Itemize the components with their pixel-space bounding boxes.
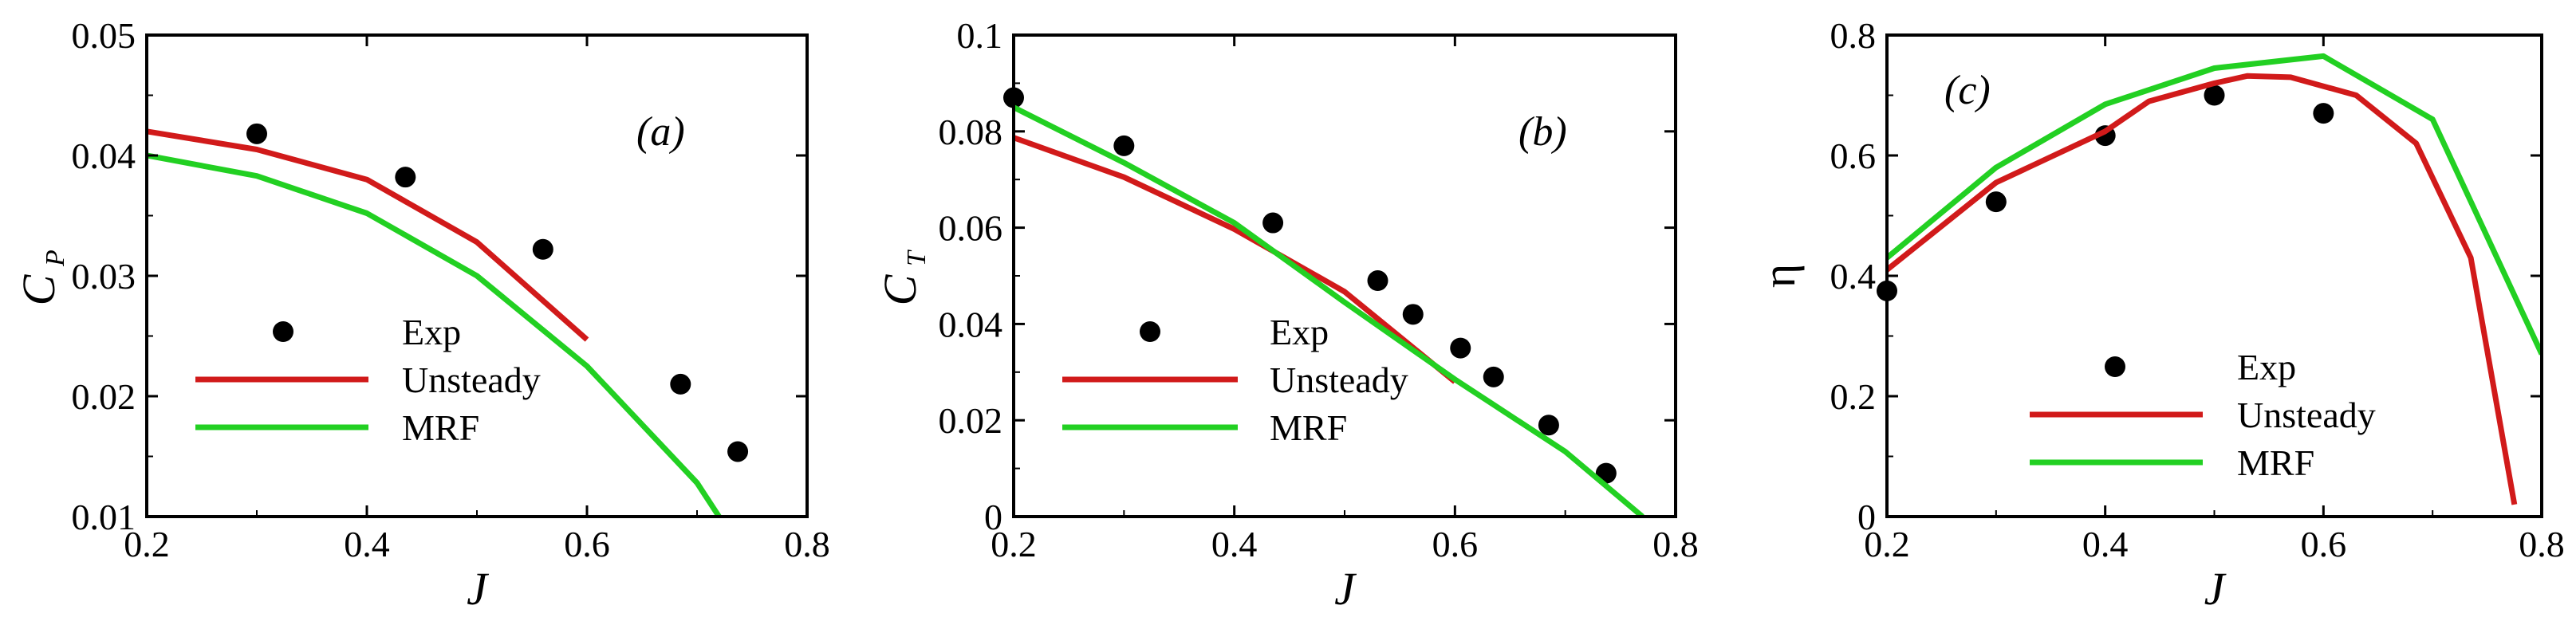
- legend-exp-marker: [273, 321, 293, 342]
- y-tick-label: 0.02: [72, 376, 136, 417]
- y-tick-label: 0.04: [939, 304, 1003, 344]
- y-axis-title-main: η: [1753, 264, 1805, 288]
- y-tick-label: 0.6: [1830, 136, 1877, 176]
- x-tick-label: 0.6: [564, 524, 610, 564]
- panel-label: (c): [1944, 68, 1991, 113]
- data-point-exp: [1483, 366, 1504, 387]
- x-tick-label: 0.8: [1652, 524, 1699, 564]
- legend: Exp Unsteady MRF: [2030, 347, 2376, 483]
- series-line-unsteady: [1887, 73, 2518, 505]
- series-line-mrf: [147, 152, 722, 517]
- x-tick-label: 0.4: [2082, 524, 2129, 564]
- legend-unsteady-label: Unsteady: [1270, 360, 1408, 400]
- x-axis-title: J: [2204, 563, 2227, 615]
- y-tick-label: 0.02: [939, 400, 1003, 441]
- y-tick-label: 0.2: [1830, 376, 1877, 417]
- x-tick-label: 0.6: [2301, 524, 2347, 564]
- legend: Exp Unsteady MRF: [195, 312, 541, 448]
- data-point-exp: [2204, 85, 2225, 106]
- y-tick-label: 0.08: [939, 112, 1003, 152]
- legend-unsteady-label: Unsteady: [2237, 395, 2376, 435]
- chart-panel-2: 0.2 0.4 0.6 0.8 0 0.02 0.04 0.06 0.08 0.1 J CT (b) Ex…: [874, 15, 1699, 615]
- y-tick-label: 0.06: [939, 208, 1003, 249]
- data-point-exp: [670, 373, 691, 395]
- y-axis-title-main: C: [13, 273, 65, 305]
- y-tick-label: 0.8: [1830, 15, 1877, 56]
- legend-mrf-label: MRF: [402, 407, 479, 448]
- legend-unsteady-label: Unsteady: [402, 360, 541, 400]
- y-tick-label: 0.04: [72, 136, 136, 176]
- y-axis-title: CT: [874, 250, 932, 305]
- legend: Exp Unsteady MRF: [1062, 312, 1408, 448]
- y-axis-title: CP: [13, 250, 70, 305]
- y-tick-label: 0.05: [72, 15, 136, 56]
- data-point-exp: [532, 238, 553, 260]
- legend-exp-label: Exp: [1270, 312, 1329, 352]
- data-point-exp: [1402, 304, 1424, 325]
- y-tick-label: 0.4: [1830, 256, 1877, 297]
- series-line-mrf: [1014, 104, 1644, 517]
- x-tick-label: 0.2: [124, 524, 170, 564]
- panel-label: (a): [636, 109, 685, 155]
- x-tick-label: 0.2: [1864, 524, 1910, 564]
- legend-exp-label: Exp: [2237, 347, 2296, 387]
- y-tick-label: 0.01: [72, 497, 136, 537]
- x-tick-label: 0.6: [1432, 524, 1479, 564]
- x-tick-label: 0.8: [2519, 524, 2565, 564]
- data-point-exp: [1113, 135, 1135, 156]
- data-point-exp: [727, 441, 749, 462]
- legend-mrf-label: MRF: [2237, 442, 2314, 483]
- x-tick-label: 0.4: [344, 524, 390, 564]
- y-tick-label: 0.1: [957, 15, 1003, 56]
- y-tick-label: 0: [1857, 497, 1876, 537]
- y-tick-label: 0.03: [72, 256, 136, 297]
- legend-exp-label: Exp: [402, 312, 461, 352]
- data-point-exp: [1538, 415, 1559, 436]
- x-axis-title: J: [467, 563, 490, 615]
- data-point-exp: [246, 123, 267, 144]
- legend-exp-marker: [2105, 356, 2125, 377]
- x-tick-label: 0.2: [991, 524, 1037, 564]
- y-axis-title-main: C: [874, 273, 926, 305]
- y-tick-label: 0: [984, 497, 1002, 537]
- series-line-unsteady: [1014, 135, 1457, 384]
- y-axis-title: η: [1753, 264, 1805, 288]
- data-point-exp: [1367, 270, 1388, 292]
- x-axis-title: J: [1334, 563, 1357, 615]
- chart-panel-1: 0.2 0.4 0.6 0.8 0.01 0.02 0.03 0.04 0.05 J CP (a) Ex…: [13, 15, 830, 615]
- series-line-mrf: [1887, 53, 2542, 356]
- data-point-exp: [2313, 103, 2334, 124]
- data-point-exp: [1262, 212, 1284, 234]
- panel-label: (b): [1518, 109, 1567, 155]
- y-axis-title-subscript: T: [902, 250, 932, 266]
- legend-exp-marker: [1140, 321, 1160, 342]
- series-line-unsteady: [147, 128, 589, 342]
- data-point-exp: [1450, 337, 1471, 359]
- chart-panel-3: 0.2 0.4 0.6 0.800.20.40.60.8Jη(c)ExpUnstead…: [1753, 15, 2565, 615]
- x-tick-label: 0.4: [1211, 524, 1258, 564]
- data-point-exp: [1985, 191, 2007, 213]
- y-axis-title-subscript: P: [41, 250, 70, 267]
- legend-mrf-label: MRF: [1270, 407, 1347, 448]
- x-tick-label: 0.8: [784, 524, 830, 564]
- data-point-exp: [395, 167, 416, 188]
